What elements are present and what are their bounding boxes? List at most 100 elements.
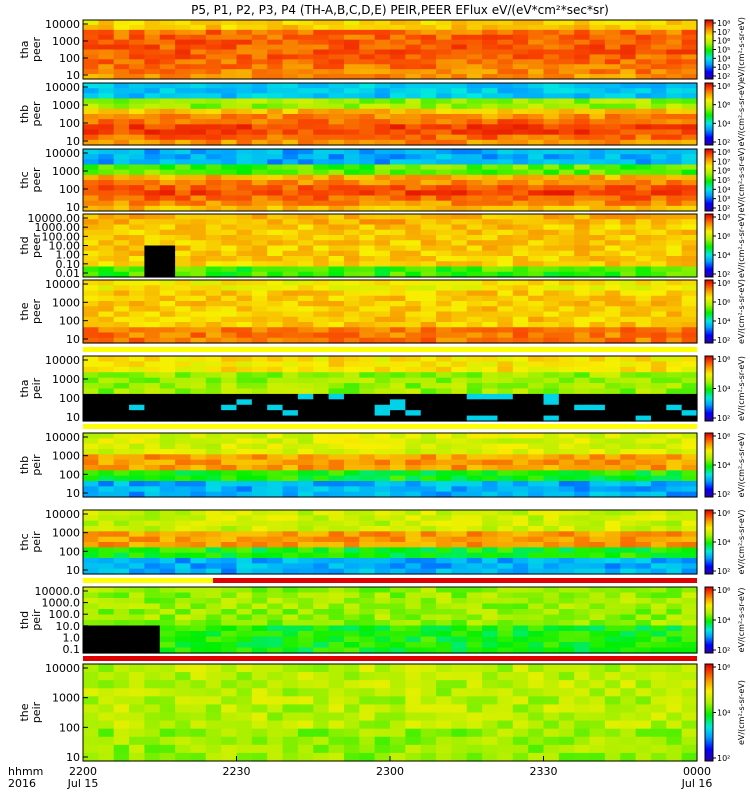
spectrogram-cell [175,327,192,334]
spectrogram-cell [451,20,468,26]
spectrogram-cell [451,636,468,643]
spectrogram-cell [205,696,222,706]
spectrogram-cell [98,20,115,26]
spectrogram-cell [405,475,422,482]
spectrogram-cell [343,290,360,297]
spectrogram-cell [205,520,222,527]
spectrogram-cell [236,636,253,643]
y-axis-label: peer [30,37,43,63]
spectrogram-cell [405,93,422,100]
spectrogram-cell [420,250,437,257]
spectrogram-cell [282,399,299,406]
spectrogram-cell [236,465,253,471]
y-tick-label: 1.0 [63,631,81,644]
spectrogram-cell [374,24,391,31]
spectrogram-cell [98,410,115,417]
spectrogram-cell [83,372,99,379]
spectrogram-cell [451,609,468,616]
spectrogram-cell [83,169,99,176]
spectrogram-cell [558,139,575,146]
spectrogram-cell [589,103,606,110]
spectrogram-cell [175,744,192,754]
spectrogram-cell [420,361,437,368]
spectrogram-cell [343,558,360,564]
spectrogram-cell [98,219,115,226]
spectrogram-cell [420,49,437,56]
spectrogram-cell [129,377,145,384]
spectrogram-cell [159,547,176,554]
spectrogram-cell [359,54,376,60]
spectrogram-cell [635,103,652,110]
spectrogram-cell [129,696,145,706]
spectrogram-cell [159,271,176,278]
spectrogram-cell [589,164,606,171]
spectrogram-cell [650,164,667,171]
spectrogram-cell [236,356,253,363]
spectrogram-cell [236,372,253,379]
spectrogram-cell [635,404,652,411]
spectrogram-cell [512,388,529,395]
spectrogram-cell [267,235,284,241]
spectrogram-cell [144,103,161,110]
spectrogram-cell [466,93,483,100]
spectrogram-cell [190,399,207,406]
spectrogram-cell [144,598,161,605]
spectrogram-cell [451,465,468,471]
spectrogram-cell [313,744,330,754]
spectrogram-cell [129,449,145,455]
spectrogram-cell [620,266,637,273]
spectrogram-cell [466,174,483,181]
spectrogram-cell [313,393,330,400]
spectrogram-cell [482,235,499,241]
spectrogram-cell [390,696,406,706]
spectrogram-cell [390,332,406,339]
spectrogram-cell [635,704,652,714]
spectrogram-cell [282,235,299,241]
spectrogram-cell [451,219,468,226]
spectrogram-cell [144,74,161,80]
spectrogram-cell [113,266,130,273]
spectrogram-cell [589,301,606,307]
spectrogram-cell [236,393,253,400]
spectrogram-cell [436,563,452,570]
spectrogram-cell [267,316,284,323]
spectrogram-cell [113,169,130,176]
spectrogram-cell [175,720,192,730]
spectrogram-cell [604,224,621,231]
spectrogram-cell [313,736,330,746]
spectrogram-cell [497,124,514,131]
spectrogram-cell [589,34,606,41]
spectrogram-cell [528,34,545,41]
spectrogram-cell [497,393,514,400]
spectrogram-cell [282,568,299,575]
spectrogram-cell [129,636,145,643]
spectrogram-cell [635,598,652,605]
spectrogram-cell [159,139,176,146]
spectrogram-cell [113,515,130,522]
spectrogram-cell [574,636,591,643]
spectrogram-cell [436,316,452,323]
spectrogram-cell [589,261,606,268]
spectrogram-cell [251,256,268,262]
spectrogram-cell [313,399,330,406]
spectrogram-cell [681,311,698,318]
spectrogram-cell [251,240,268,247]
spectrogram-cell [497,542,514,548]
spectrogram-cell [282,337,299,344]
spectrogram-cell [98,49,115,56]
spectrogram-cell [282,603,299,610]
spectrogram-cell [420,696,437,706]
spectrogram-cell [497,614,514,621]
spectrogram-cell [83,119,99,125]
spectrogram-cell [620,404,637,411]
spectrogram-cell [451,114,468,120]
spectrogram-cell [267,393,284,400]
spectrogram-cell [666,404,683,411]
spectrogram-cell [221,139,238,146]
spectrogram-cell [436,361,452,368]
spectrogram-cell [466,475,483,482]
spectrogram-cell [236,129,253,136]
spectrogram-cell [236,44,253,51]
spectrogram-cell [282,361,299,368]
spectrogram-cell [528,245,545,252]
